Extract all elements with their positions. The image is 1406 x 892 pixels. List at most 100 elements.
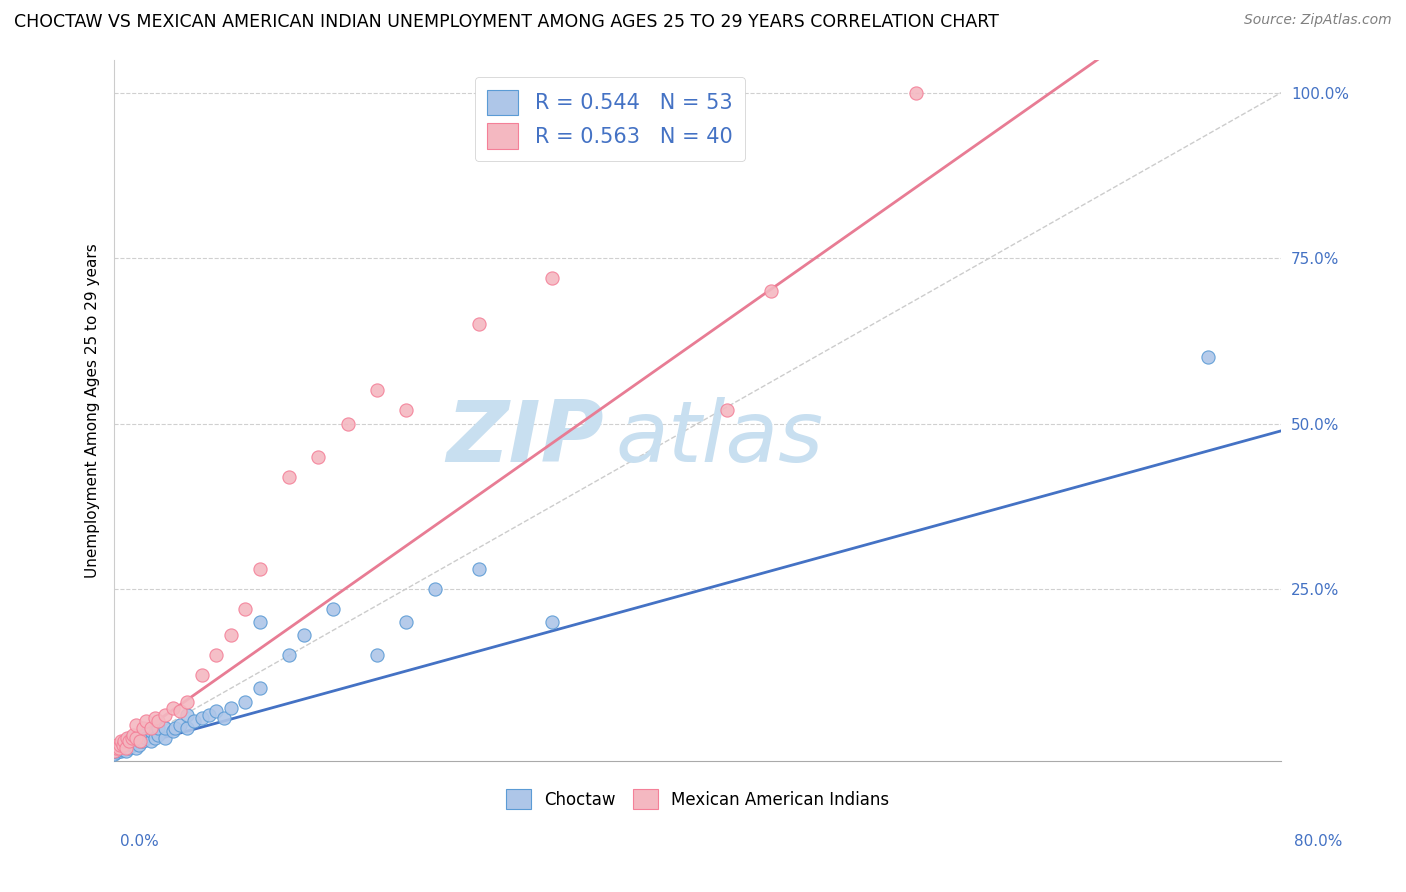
Text: CHOCTAW VS MEXICAN AMERICAN INDIAN UNEMPLOYMENT AMONG AGES 25 TO 29 YEARS CORREL: CHOCTAW VS MEXICAN AMERICAN INDIAN UNEMP… xyxy=(14,13,998,31)
Point xyxy=(162,701,184,715)
Point xyxy=(104,744,127,758)
Point xyxy=(905,86,928,100)
Point xyxy=(155,721,177,735)
Point xyxy=(104,740,127,755)
Point xyxy=(139,724,162,739)
Point xyxy=(105,738,128,752)
Point xyxy=(169,705,191,719)
Point xyxy=(176,721,198,735)
Point xyxy=(115,738,138,752)
Point xyxy=(307,450,329,464)
Point xyxy=(139,734,162,748)
Point xyxy=(108,738,131,752)
Point xyxy=(143,731,166,745)
Point xyxy=(366,384,388,398)
Point xyxy=(146,721,169,735)
Point xyxy=(190,711,212,725)
Point xyxy=(139,721,162,735)
Legend: Choctaw, Mexican American Indians: Choctaw, Mexican American Indians xyxy=(499,782,896,816)
Point xyxy=(135,714,157,729)
Point xyxy=(155,731,177,745)
Point xyxy=(205,648,228,663)
Point xyxy=(366,648,388,663)
Point xyxy=(183,714,205,729)
Point xyxy=(249,615,271,629)
Point xyxy=(198,707,221,722)
Point xyxy=(107,742,129,756)
Point xyxy=(110,734,132,748)
Point xyxy=(103,747,125,762)
Point xyxy=(336,417,359,431)
Point xyxy=(395,615,418,629)
Point xyxy=(129,734,152,748)
Point xyxy=(112,740,135,755)
Point xyxy=(121,738,143,752)
Point xyxy=(143,711,166,725)
Point xyxy=(423,582,446,596)
Point xyxy=(105,746,128,760)
Point xyxy=(235,694,257,708)
Point xyxy=(112,734,135,748)
Point xyxy=(103,744,125,758)
Point xyxy=(176,694,198,708)
Point xyxy=(162,724,184,739)
Point xyxy=(716,403,738,417)
Point xyxy=(128,738,150,752)
Point xyxy=(110,744,132,758)
Point xyxy=(132,721,155,735)
Point xyxy=(190,668,212,682)
Point xyxy=(395,403,418,417)
Point xyxy=(111,743,134,757)
Point xyxy=(125,731,148,745)
Point xyxy=(219,628,242,642)
Point xyxy=(132,734,155,748)
Point xyxy=(132,728,155,742)
Point xyxy=(129,734,152,748)
Y-axis label: Unemployment Among Ages 25 to 29 years: Unemployment Among Ages 25 to 29 years xyxy=(86,243,100,578)
Point xyxy=(468,318,491,332)
Point xyxy=(135,731,157,745)
Point xyxy=(118,735,141,749)
Point xyxy=(121,731,143,745)
Point xyxy=(115,744,138,758)
Point xyxy=(125,717,148,731)
Point xyxy=(165,721,187,735)
Point xyxy=(219,701,242,715)
Point xyxy=(122,734,145,748)
Point xyxy=(146,714,169,729)
Point xyxy=(117,731,139,745)
Point xyxy=(115,740,138,755)
Text: Source: ZipAtlas.com: Source: ZipAtlas.com xyxy=(1244,13,1392,28)
Point xyxy=(107,740,129,755)
Point xyxy=(125,731,148,745)
Point xyxy=(278,648,301,663)
Point xyxy=(249,681,271,696)
Point xyxy=(540,271,562,285)
Point xyxy=(110,739,132,754)
Point xyxy=(122,728,145,742)
Point xyxy=(205,705,228,719)
Point xyxy=(125,740,148,755)
Point xyxy=(249,562,271,576)
Point xyxy=(118,731,141,745)
Point xyxy=(235,602,257,616)
Point xyxy=(292,628,315,642)
Point xyxy=(146,728,169,742)
Point xyxy=(212,711,235,725)
Point xyxy=(468,562,491,576)
Text: 0.0%: 0.0% xyxy=(120,834,159,848)
Point xyxy=(118,740,141,755)
Point xyxy=(127,734,149,748)
Point xyxy=(118,734,141,748)
Text: atlas: atlas xyxy=(616,397,824,480)
Point xyxy=(169,717,191,731)
Point xyxy=(155,707,177,722)
Point xyxy=(176,707,198,722)
Text: ZIP: ZIP xyxy=(447,397,605,480)
Point xyxy=(759,284,782,298)
Point xyxy=(540,615,562,629)
Text: 80.0%: 80.0% xyxy=(1295,834,1343,848)
Point xyxy=(278,469,301,483)
Point xyxy=(322,602,344,616)
Point xyxy=(1197,351,1219,365)
